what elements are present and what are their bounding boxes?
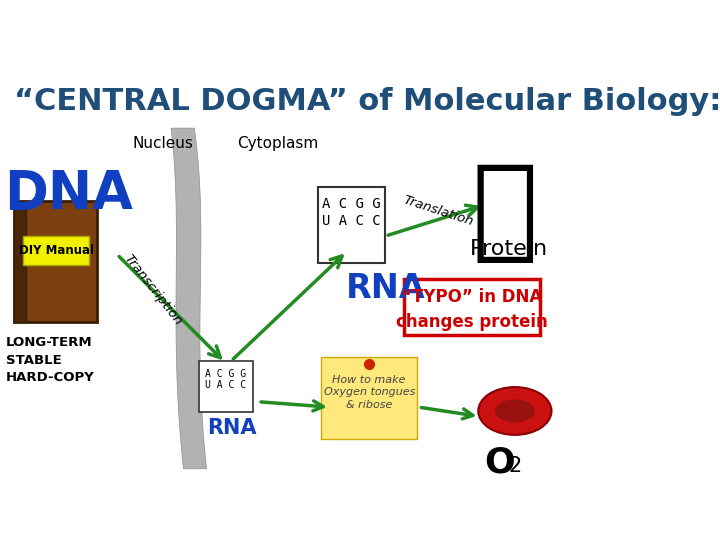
Text: Cytoplasm: Cytoplasm (238, 136, 319, 151)
Text: DIY Manual: DIY Manual (19, 244, 94, 257)
Text: DNA: DNA (4, 168, 134, 220)
Text: “CENTRAL DOGMA” of Molecular Biology:: “CENTRAL DOGMA” of Molecular Biology: (14, 87, 720, 116)
FancyBboxPatch shape (404, 279, 539, 335)
FancyBboxPatch shape (14, 200, 26, 322)
Text: 蛋: 蛋 (472, 159, 538, 266)
Text: Nucleus: Nucleus (133, 136, 194, 151)
FancyBboxPatch shape (14, 200, 97, 322)
Ellipse shape (495, 400, 535, 423)
FancyBboxPatch shape (199, 361, 253, 412)
FancyBboxPatch shape (318, 187, 385, 263)
Text: A C G G
U A C C: A C G G U A C C (205, 369, 246, 390)
Ellipse shape (478, 387, 552, 435)
FancyBboxPatch shape (321, 357, 417, 438)
Text: Protein: Protein (469, 239, 548, 259)
Text: O: O (484, 446, 515, 480)
Polygon shape (171, 128, 207, 469)
Text: How to make
Oxygen tongues
& ribose: How to make Oxygen tongues & ribose (323, 375, 415, 409)
Text: Translation: Translation (401, 194, 474, 229)
Text: A C G G
U A C C: A C G G U A C C (322, 198, 381, 228)
Text: RNA: RNA (346, 272, 426, 305)
FancyBboxPatch shape (23, 236, 89, 265)
Text: Transcription: Transcription (121, 252, 184, 328)
Text: RNA: RNA (207, 418, 257, 438)
Text: 2: 2 (508, 456, 521, 476)
Text: “TYPO” in DNA
changes protein: “TYPO” in DNA changes protein (396, 288, 548, 330)
Text: LONG-TERM
STABLE
HARD-COPY: LONG-TERM STABLE HARD-COPY (6, 336, 95, 384)
